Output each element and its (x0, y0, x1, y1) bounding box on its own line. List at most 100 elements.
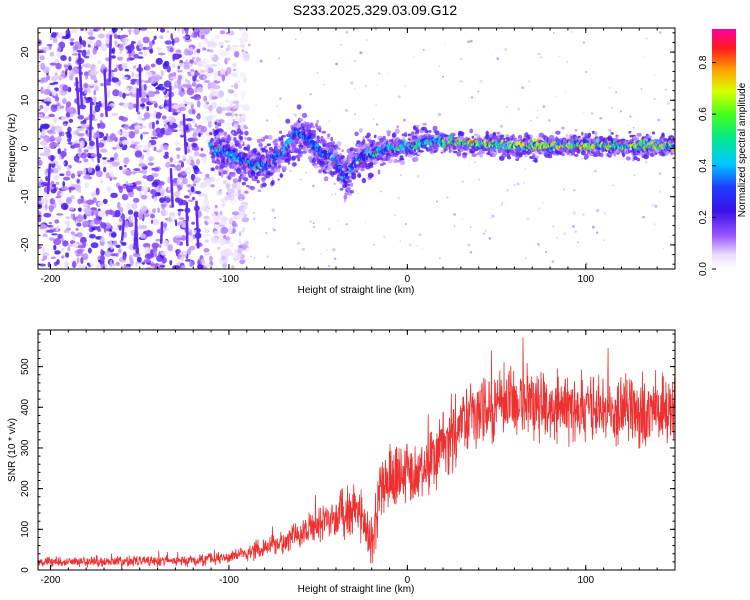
signal-halo (250, 186, 256, 191)
noise-blob (233, 122, 239, 125)
noise-blob (204, 252, 211, 256)
noise-blob (141, 262, 145, 265)
noise-blob (118, 224, 122, 231)
noise-blob (54, 96, 60, 102)
noise-blob (221, 203, 226, 207)
noise-blob (153, 102, 158, 108)
noise-blob (104, 251, 112, 257)
noise-blob (239, 205, 246, 209)
noise-blob (183, 195, 190, 199)
noise-blob (160, 251, 168, 256)
noise-blob (202, 234, 211, 237)
noise-blob (138, 163, 147, 168)
noise-blob (155, 57, 163, 65)
noise-blob (147, 162, 154, 166)
signal-halo (296, 104, 302, 110)
noise-streak (169, 167, 174, 208)
noise-blob (142, 242, 151, 248)
noise-blob (143, 112, 151, 120)
noise-blob (124, 220, 129, 228)
signal-halo (226, 137, 232, 142)
signal-halo (651, 131, 656, 135)
noise-blob (211, 41, 218, 48)
background-speck (231, 85, 234, 88)
signal-halo (497, 150, 502, 154)
noise-blob (144, 246, 150, 255)
noise-blob (193, 128, 201, 134)
noise-blob (52, 36, 58, 43)
signal-halo (462, 152, 468, 156)
signal-halo (276, 168, 281, 173)
noise-blob (136, 116, 143, 121)
background-speck (421, 248, 423, 250)
signal-halo (453, 150, 458, 154)
noise-blob (87, 44, 91, 48)
noise-blob (70, 231, 75, 235)
noise-blob (134, 145, 142, 149)
noise-blob (51, 233, 58, 236)
signal-halo (278, 163, 281, 169)
noise-blob (147, 90, 156, 98)
signal-halo (357, 173, 362, 178)
noise-blob (192, 196, 195, 200)
noise-blob (121, 139, 129, 145)
noise-blob (115, 252, 119, 257)
noise-blob (203, 80, 211, 83)
noise-blob (143, 83, 147, 91)
noise-blob (143, 50, 147, 57)
signal-halo (594, 131, 598, 137)
noise-blob (76, 215, 84, 223)
noise-blob (76, 222, 82, 227)
noise-blob (54, 219, 60, 224)
noise-blob (130, 81, 136, 85)
noise-blob (45, 175, 48, 182)
noise-blob (231, 211, 240, 216)
noise-streak (185, 201, 189, 247)
noise-blob (39, 105, 44, 110)
noise-blob (95, 170, 103, 178)
noise-blob (202, 47, 207, 51)
noise-blob (38, 159, 43, 166)
noise-blob (141, 118, 147, 121)
noise-blob (97, 201, 104, 207)
noise-blob (122, 102, 129, 109)
noise-blob (240, 123, 245, 131)
signal-halo (369, 173, 374, 178)
noise-blob (184, 49, 189, 56)
noise-blob (54, 250, 61, 255)
noise-blob (196, 48, 201, 54)
signal-halo (287, 153, 291, 158)
noise-blob (70, 213, 74, 219)
noise-blob (38, 114, 43, 117)
noise-blob (149, 48, 154, 54)
noise-blob (171, 38, 175, 46)
noise-blob (66, 196, 72, 205)
noise-blob (63, 121, 69, 124)
noise-blob (140, 133, 143, 140)
noise-blob (68, 207, 75, 211)
signal-halo (377, 169, 381, 175)
signal-halo (305, 122, 310, 125)
noise-blob (225, 217, 229, 221)
noise-blob (160, 143, 164, 151)
noise-blob (184, 78, 189, 83)
noise-blob (177, 208, 184, 212)
noise-blob (43, 212, 52, 218)
signal-halo (386, 130, 392, 134)
signal-halo (354, 167, 361, 171)
noise-blob (51, 89, 57, 97)
noise-blob (118, 185, 123, 194)
noise-blob (71, 53, 79, 56)
noise-blob (100, 148, 108, 153)
noise-blob (101, 43, 108, 52)
background-speck (357, 193, 359, 195)
background-speck (354, 113, 357, 116)
signal-halo (236, 149, 243, 153)
noise-blob (157, 207, 160, 214)
noise-blob (66, 244, 74, 247)
noise-blob (107, 91, 111, 99)
noise-blob (165, 210, 168, 216)
background-speck (350, 81, 354, 85)
noise-blob (208, 120, 213, 128)
noise-blob (77, 114, 85, 120)
